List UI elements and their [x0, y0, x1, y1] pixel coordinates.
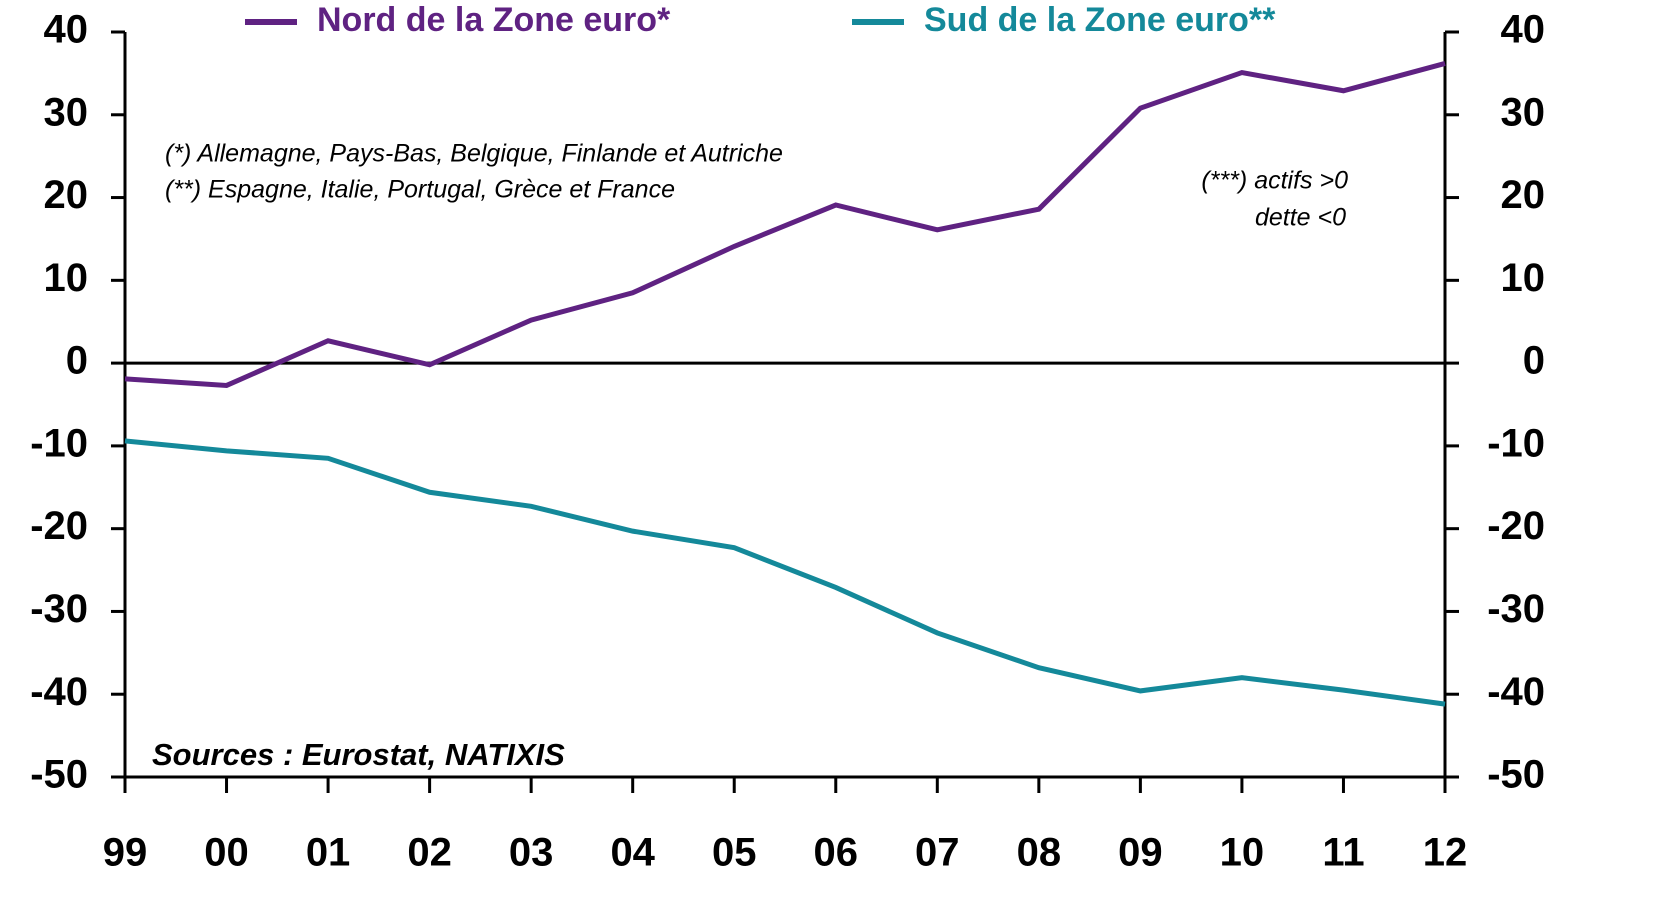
y-tick-label: -30 — [30, 587, 88, 631]
source: Sources : Eurostat, NATIXIS — [152, 737, 565, 772]
x-tick-label: 02 — [407, 831, 452, 875]
y2-tick-label: 10 — [1501, 256, 1546, 300]
x-tick-label: 07 — [915, 831, 960, 875]
annotation: dette <0 — [1255, 204, 1346, 232]
y2-tick-label: -40 — [1487, 670, 1545, 714]
x-tick-label: 03 — [509, 831, 554, 875]
y-tick-label: 20 — [44, 173, 89, 217]
x-tick-label: 99 — [103, 831, 148, 875]
annotation: (**) Espagne, Italie, Portugal, Grèce et… — [165, 176, 675, 204]
series-line — [124, 438, 1446, 707]
series-line — [124, 61, 1446, 388]
legend-label: Sud de la Zone euro** — [924, 1, 1276, 39]
y-tick-label: -10 — [30, 421, 88, 465]
legend-label: Nord de la Zone euro* — [317, 1, 671, 39]
y-tick-label: -20 — [30, 504, 88, 548]
x-tick-label: 08 — [1017, 831, 1062, 875]
y2-tick-label: -30 — [1487, 587, 1545, 631]
x-tick-label: 10 — [1220, 831, 1265, 875]
y2-tick-label: 0 — [1523, 339, 1545, 383]
y2-tick-label: -10 — [1487, 421, 1545, 465]
x-tick-label: 00 — [204, 831, 249, 875]
y-tick-label: -40 — [30, 670, 88, 714]
y2-tick-label: 20 — [1501, 173, 1546, 217]
y-tick-label: 30 — [44, 90, 89, 134]
y-tick-label: 0 — [66, 339, 88, 383]
x-tick-label: 06 — [814, 831, 859, 875]
annotation: (*) Allemagne, Pays-Bas, Belgique, Finla… — [165, 140, 783, 168]
y-tick-label: 40 — [44, 8, 89, 52]
y-tick-label: -50 — [30, 753, 88, 797]
x-tick-label: 05 — [712, 831, 757, 875]
x-tick-label: 12 — [1423, 831, 1468, 875]
annotation: (***) actifs >0 — [1201, 167, 1348, 195]
x-tick-label: 04 — [610, 831, 655, 875]
y2-tick-label: -20 — [1487, 504, 1545, 548]
y2-tick-label: 30 — [1501, 90, 1546, 134]
x-tick-label: 11 — [1322, 831, 1364, 875]
y2-tick-label: -50 — [1487, 753, 1545, 797]
x-tick-label: 01 — [306, 831, 351, 875]
y-tick-label: 10 — [44, 256, 89, 300]
x-tick-label: 09 — [1118, 831, 1163, 875]
y2-tick-label: 40 — [1501, 8, 1546, 52]
